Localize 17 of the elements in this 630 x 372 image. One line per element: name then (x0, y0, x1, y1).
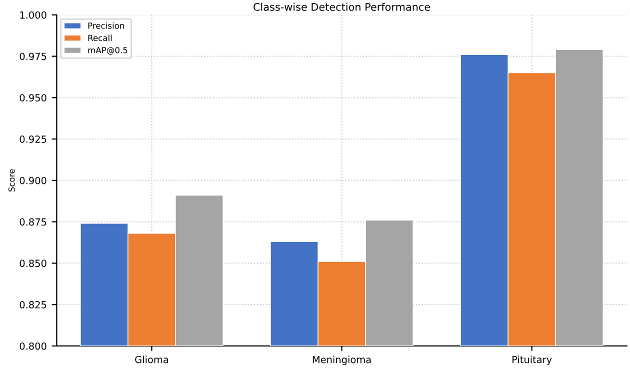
y-tick-label: 0.900 (20, 176, 46, 184)
y-tick-label: 0.975 (20, 52, 46, 60)
y-tick-label: 0.850 (20, 260, 46, 268)
y-tick-label: 1.000 (20, 11, 46, 19)
legend-label: Recall (88, 34, 112, 42)
y-tick-label: 0.950 (20, 94, 46, 102)
legend-label: Precision (88, 22, 124, 29)
y-axis-title: Score (8, 169, 15, 192)
x-tick-label: Pituitary (512, 356, 552, 366)
chart-title: Class-wise Detection Performance (254, 2, 430, 11)
y-tick-label: 0.825 (20, 301, 46, 308)
y-tick-label: 0.925 (20, 136, 46, 143)
y-tick-label: 0.800 (20, 342, 46, 350)
x-tick-label: Glioma (135, 356, 168, 364)
legend-label: mAP@0.5 (88, 46, 128, 55)
y-tick-label: 0.875 (20, 218, 46, 226)
x-tick-label: Meningioma (312, 356, 371, 366)
